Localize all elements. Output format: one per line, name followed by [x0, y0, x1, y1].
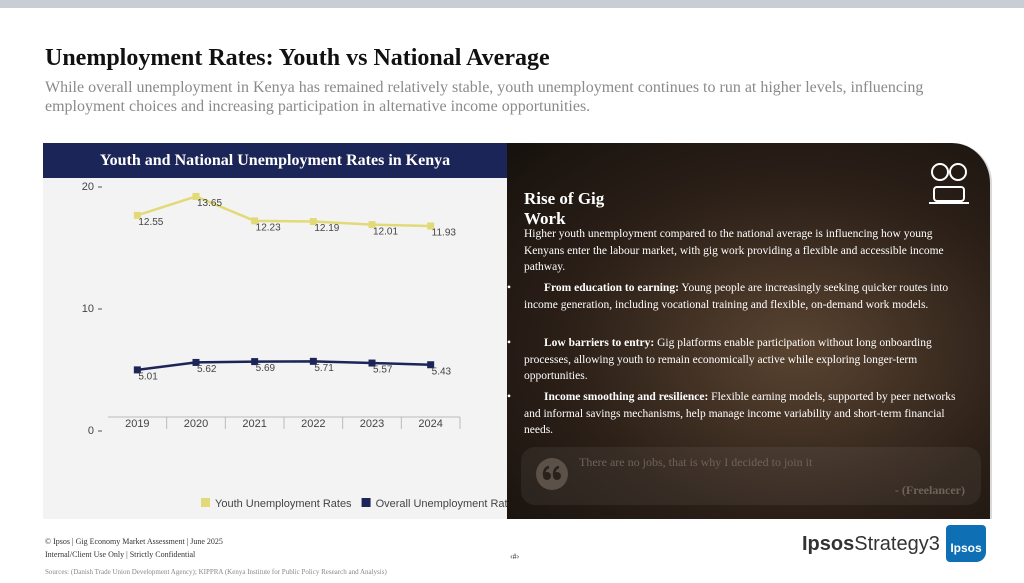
legend-swatch: [361, 498, 371, 507]
bullet-lead: Income smoothing and resilience:: [544, 391, 709, 403]
data-label: 5.62: [197, 364, 217, 375]
footer-copyright: © Ipsos | Gig Economy Market Assessment …: [45, 537, 223, 546]
x-tick-label: 2024: [418, 418, 442, 430]
data-label: 11.93: [432, 228, 457, 239]
page-number: ‹#›: [510, 552, 520, 561]
data-label: 5.71: [314, 363, 334, 374]
marker: [192, 358, 200, 366]
x-tick-label: 2022: [301, 418, 325, 430]
quote-icon: [536, 458, 568, 490]
top-bar: [0, 0, 1024, 8]
data-label: 5.43: [432, 366, 452, 377]
brand-badge: Ipsos: [946, 525, 986, 562]
brand-suffix: Strategy3: [854, 533, 940, 555]
marker: [368, 359, 376, 367]
chart-card: Youth and National Unemployment Rates in…: [43, 143, 507, 519]
legend-label: Youth Unemployment Rates: [215, 498, 352, 510]
legend-swatch: [201, 498, 210, 507]
y-tick-label: 10: [82, 303, 94, 315]
data-label: 12.55: [138, 217, 163, 228]
series-line: [137, 360, 431, 372]
x-tick-label: 2020: [184, 418, 208, 430]
x-tick-label: 2021: [242, 418, 266, 430]
marker: [427, 361, 435, 369]
bullet: • Income smoothing and resilience: Flexib…: [507, 389, 977, 439]
y-tick-label: 0: [88, 425, 94, 437]
chart-title: Youth and National Unemployment Rates in…: [43, 143, 507, 178]
bullet-lead: From education to earning:: [544, 282, 679, 294]
bullet-lead: Low barriers to entry:: [544, 337, 655, 349]
legend-label: Overall Unemployment Rate: [376, 498, 507, 510]
bullet-dot: •: [507, 391, 512, 403]
brand-logo: IpsosStrategy3: [802, 533, 940, 556]
x-tick-label: 2023: [360, 418, 384, 430]
data-label: 13.65: [197, 198, 222, 209]
y-tick-label: 20: [82, 181, 94, 193]
bullet-body: Young people are increasingly seeking qu…: [524, 282, 949, 311]
bullet-text: Income smoothing and resilience: Flexibl…: [524, 389, 964, 439]
footer-confidential: Internal/Client Use Only | Strictly Conf…: [45, 550, 196, 559]
bullet-body: Flexible earning models, supported by pe…: [524, 391, 956, 436]
brand-name: Ipsos: [802, 533, 855, 555]
quote-box: There are no jobs, that is why I decided…: [521, 447, 981, 505]
icon: [929, 163, 969, 204]
quote-text: There are no jobs, that is why I decided…: [579, 455, 813, 469]
marker: [133, 211, 141, 219]
marker: [251, 358, 259, 366]
x-tick-label: 2019: [125, 418, 149, 430]
panel-intro: Higher youth unemployment compared to th…: [524, 228, 944, 273]
marker: [192, 192, 200, 200]
data-label: 12.19: [314, 223, 339, 234]
marker: [368, 221, 376, 229]
bullet-body: Gig platforms enable participation witho…: [524, 337, 932, 382]
series-line: [136, 195, 431, 228]
marker: [427, 222, 435, 230]
marker: [309, 357, 317, 365]
bullet: • Low barriers to entry: Gig platforms en…: [507, 335, 977, 385]
footer-sources: Sources: (Danish Trade Union Development…: [45, 568, 387, 576]
bullet-dot: •: [507, 282, 512, 294]
bullet-text: Low barriers to entry: Gig platforms ena…: [524, 335, 964, 385]
quote-attribution: - (Freelancer): [894, 483, 965, 497]
data-label: 12.23: [256, 222, 281, 233]
data-label: 5.57: [373, 365, 393, 376]
chart: 0 10 20 2019 2020 2021 2022 2023 2024 12.55 13.65 1…: [82, 181, 507, 510]
data-label: 5.01: [138, 372, 158, 383]
bullet-text: From education to earning: Young people …: [524, 280, 964, 313]
data-label: 5.69: [256, 363, 276, 374]
marker: [251, 217, 259, 225]
panel-heading: Rise of Gig Work: [524, 189, 605, 228]
marker: [309, 218, 317, 226]
data-label: 12.01: [373, 226, 398, 237]
bullet: • From education to earning: Young people…: [507, 280, 977, 313]
slide-title: Unemployment Rates: Youth vs National Av…: [45, 45, 550, 71]
info-panel: Rise of Gig Work Higher youth unemployme…: [507, 143, 992, 519]
marker: [133, 366, 141, 374]
slide-subtitle: While overall unemployment in Kenya has …: [45, 79, 924, 115]
bullet-dot: •: [507, 337, 512, 349]
